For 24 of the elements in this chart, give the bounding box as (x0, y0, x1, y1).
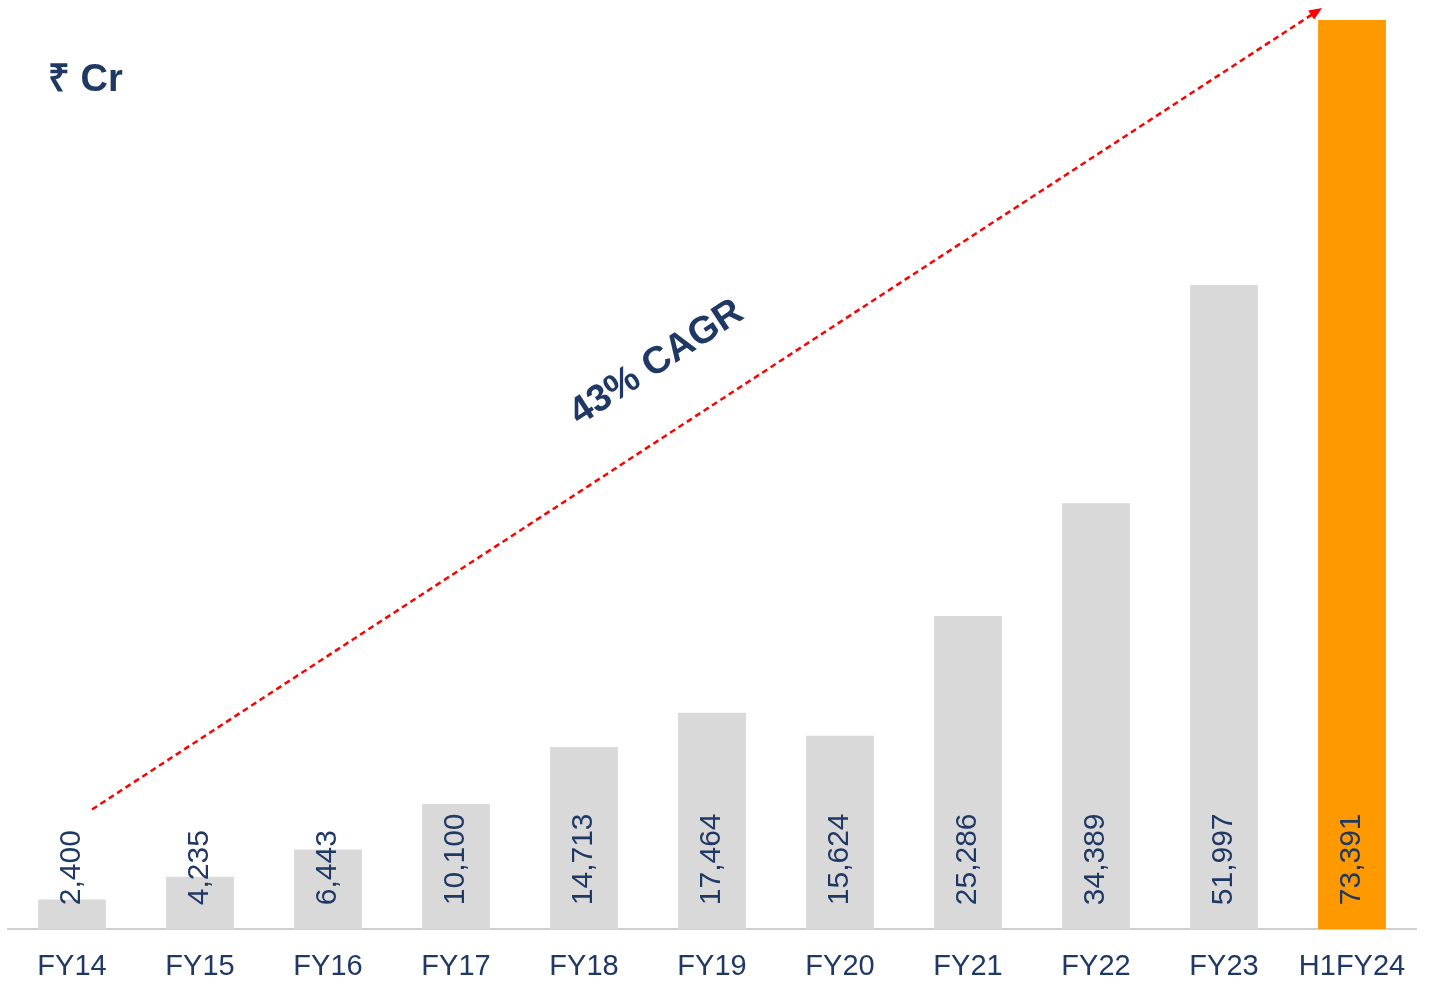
x-tick-label: FY15 (165, 948, 235, 981)
x-tick-label: FY18 (549, 948, 619, 981)
data-label: 51,997 (1205, 813, 1239, 906)
x-tick-label: H1FY24 (1298, 948, 1406, 981)
data-label: 73,391 (1333, 813, 1367, 906)
data-label: 6,443 (309, 830, 343, 906)
x-tick-label: FY23 (1189, 948, 1259, 981)
x-tick-label: FY17 (421, 948, 491, 981)
y-axis-title: ₹ Cr (48, 56, 123, 101)
x-tick-label: FY22 (1061, 948, 1131, 981)
data-label: 15,624 (821, 813, 855, 906)
data-label: 17,464 (693, 813, 727, 906)
x-tick-label: FY14 (37, 948, 107, 981)
data-label: 25,286 (949, 813, 983, 906)
x-tick-label: FY20 (805, 948, 875, 981)
x-tick-label: FY16 (293, 948, 363, 981)
data-label: 2,400 (53, 830, 87, 906)
x-tick-label: FY19 (677, 948, 747, 981)
x-tick-label: FY21 (933, 948, 1003, 981)
data-label: 4,235 (181, 830, 215, 906)
data-label: 34,389 (1077, 813, 1111, 906)
bar (1318, 20, 1386, 930)
data-label: 14,713 (565, 813, 599, 906)
data-label: 10,100 (437, 813, 471, 906)
